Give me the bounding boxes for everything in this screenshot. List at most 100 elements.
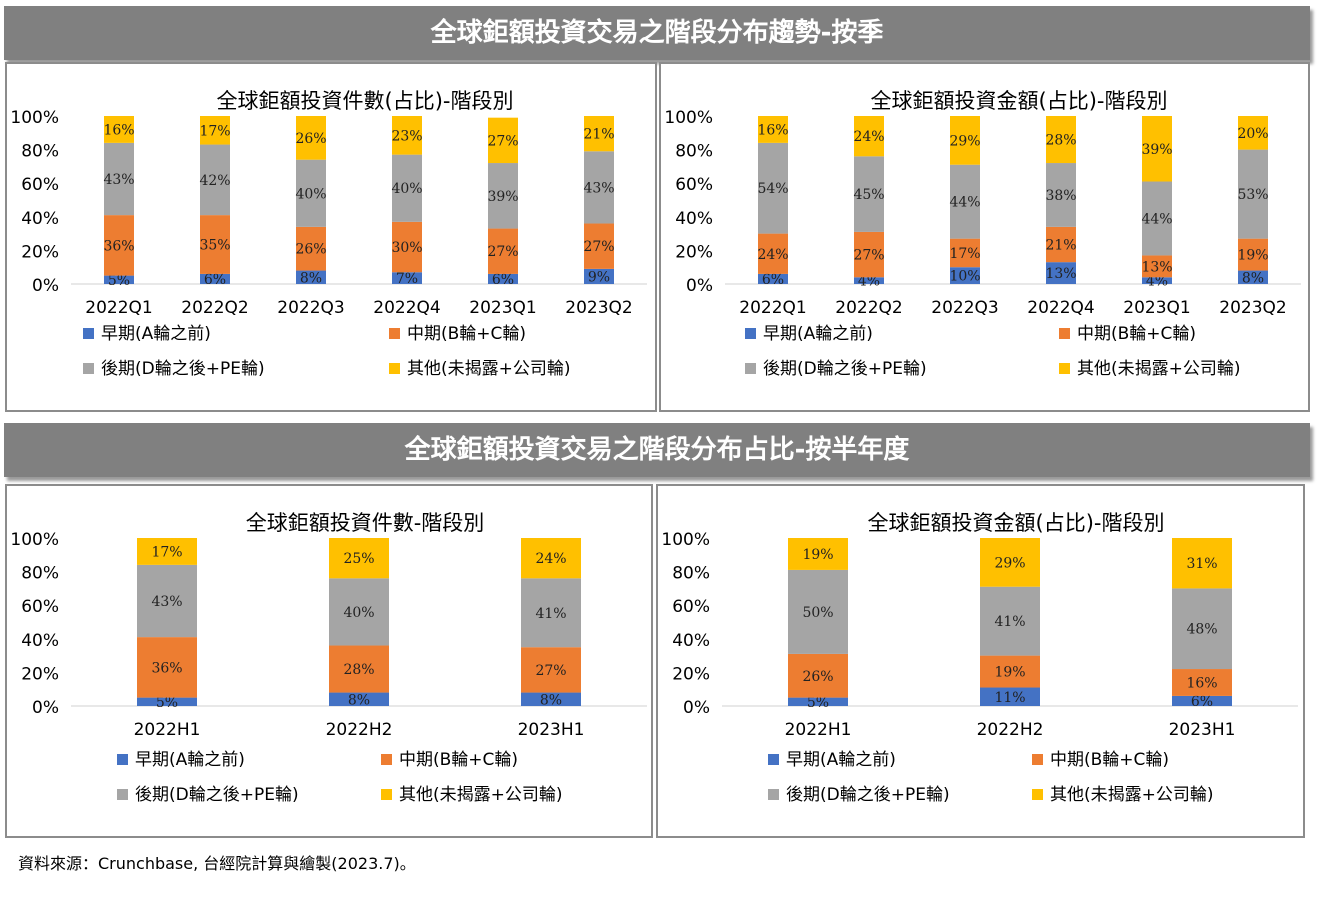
y-tick-label: 100% (10, 530, 59, 550)
data-label: 42% (199, 173, 230, 189)
chart-quarterly-count: 全球鉅額投資件數(占比)-階段別 0% 20% 40% 60% 80% 100% 5% 36% 4… (10, 89, 647, 379)
y-tick-label: 100% (664, 108, 713, 128)
data-label: 54% (757, 181, 788, 197)
bar-segment-mid (758, 233, 788, 274)
data-label: 21% (583, 127, 614, 143)
source-note: 資料來源：Crunchbase, 台經院計算與繪製(2023.7)。 (18, 854, 416, 873)
x-tick-label: 2022Q2 (835, 298, 902, 318)
bar-segment-late (854, 156, 884, 232)
y-tick-label: 80% (675, 142, 713, 162)
quarterly-section-banner: 全球鉅額投資交易之階段分布趨勢-按季 (4, 6, 1310, 60)
bar-segment-early (104, 275, 134, 284)
data-label: 6% (1191, 694, 1213, 710)
bar-segment-early (1172, 695, 1232, 706)
bar-segment-early (329, 692, 389, 706)
data-label: 13% (1045, 266, 1076, 282)
bar-segment-late (584, 151, 614, 224)
x-tick-label: 2022H1 (134, 720, 201, 740)
legend-swatch-late (745, 363, 756, 374)
legend-label: 其他(未揭露+公司輪) (1077, 359, 1241, 379)
y-tick-label: 20% (675, 242, 713, 262)
bar-segment-mid (488, 228, 518, 274)
data-label: 40% (295, 186, 326, 202)
y-tick-label: 20% (21, 664, 59, 684)
data-label: 27% (487, 244, 518, 260)
data-label: 27% (535, 663, 566, 679)
data-label: 19% (994, 665, 1025, 681)
bar-segment-mid (950, 238, 980, 268)
data-label: 17% (199, 123, 230, 139)
data-label: 36% (103, 238, 134, 254)
data-label: 27% (583, 239, 614, 255)
bar-segment-other (137, 538, 197, 565)
data-label: 26% (295, 131, 326, 147)
bar-segment-mid (1046, 226, 1076, 263)
bar-segment-other (1046, 116, 1076, 164)
chart-title: 全球鉅額投資金額(占比)-階段別 (871, 89, 1168, 113)
data-label: 39% (1141, 142, 1172, 158)
bar-segment-late (980, 586, 1040, 656)
data-label: 39% (487, 189, 518, 205)
legend-label: 其他(未揭露+公司輪) (399, 785, 563, 805)
bar-segment-late (104, 142, 134, 216)
bar-segment-early (1238, 270, 1268, 284)
data-label: 43% (583, 180, 614, 196)
data-label: 35% (199, 238, 230, 254)
bar-segment-late (1142, 181, 1172, 256)
data-label: 6% (492, 272, 514, 288)
data-label: 5% (108, 273, 130, 289)
legend-swatch-mid (389, 328, 400, 339)
bar-segment-mid (104, 215, 134, 276)
x-tick-label: 2023H1 (518, 720, 585, 740)
bar-segment-other (788, 538, 848, 570)
data-label: 38% (1045, 188, 1076, 204)
data-label: 16% (103, 122, 134, 138)
bar-segment-mid (329, 645, 389, 693)
legend-label: 中期(B輪+C輪) (407, 324, 526, 344)
data-label: 29% (949, 133, 980, 149)
legend-label: 後期(D輪之後+PE輪) (135, 785, 299, 805)
bar-segment-other (758, 116, 788, 143)
data-label: 8% (348, 692, 370, 708)
legend-swatch-other (1032, 789, 1043, 800)
data-label: 8% (540, 692, 562, 708)
data-label: 53% (1237, 187, 1268, 203)
data-label: 19% (802, 547, 833, 563)
bar-segment-early (200, 273, 230, 284)
data-label: 40% (391, 181, 422, 197)
legend-label: 中期(B輪+C輪) (1050, 750, 1169, 770)
data-label: 43% (103, 172, 134, 188)
bar-segment-mid (980, 655, 1040, 688)
half-year-section-banner: 全球鉅額投資交易之階段分布占比-按半年度 (4, 423, 1310, 477)
bar-segment-mid (1238, 238, 1268, 271)
y-tick-label: 80% (21, 142, 59, 162)
data-label: 44% (949, 195, 980, 211)
y-tick-label: 60% (21, 175, 59, 195)
bar-segment-other (1142, 116, 1172, 182)
legend-label: 後期(D輪之後+PE輪) (763, 359, 927, 379)
bar-segment-late (1172, 588, 1232, 670)
data-label: 50% (802, 605, 833, 621)
x-tick-label: 2022Q4 (1027, 298, 1094, 318)
bar-segment-mid (296, 226, 326, 271)
bar-segment-late (392, 154, 422, 222)
y-tick-label: 20% (21, 242, 59, 262)
chart-title: 全球鉅額投資件數(占比)-階段別 (217, 89, 514, 113)
bar-segment-late (1238, 149, 1268, 239)
bar-segment-late (1046, 163, 1076, 227)
bar-segment-early (854, 277, 884, 284)
data-label: 10% (949, 269, 980, 285)
data-label: 24% (535, 551, 566, 567)
legend-swatch-early (83, 328, 94, 339)
legend-swatch-early (117, 754, 128, 765)
data-label: 27% (853, 248, 884, 264)
legend-swatch-other (1059, 363, 1070, 374)
y-tick-label: 40% (21, 209, 59, 229)
data-label: 28% (343, 662, 374, 678)
x-tick-label: 2022Q2 (181, 298, 248, 318)
bar-segment-early (296, 270, 326, 284)
bar-segment-other (950, 116, 980, 165)
x-tick-label: 2023Q1 (469, 298, 536, 318)
bar-segment-early (788, 697, 848, 706)
x-tick-label: 2022H1 (785, 720, 852, 740)
